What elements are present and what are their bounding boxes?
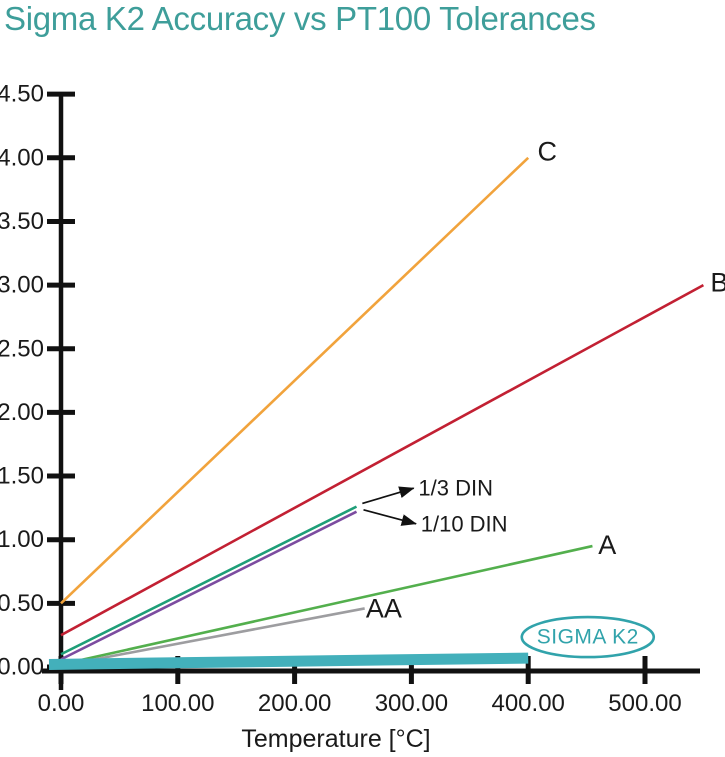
x-tick-label: 300.00 — [375, 690, 448, 717]
line-label-aa: AA — [366, 593, 402, 623]
callout-arrow — [363, 508, 417, 526]
series-line-sigma-k2-band — [48, 652, 529, 670]
sigma-k2-badge-label: SIGMA K2 — [537, 626, 639, 649]
x-tick-label: 400.00 — [491, 690, 564, 717]
series-line-class-c — [60, 156, 530, 605]
sigma-k2-badge-outline — [520, 615, 656, 659]
y-tick-label: 0.00 — [0, 654, 44, 681]
series-line-class-aa — [60, 607, 365, 668]
series-line-one-third-din — [60, 505, 358, 656]
y-tick-label: 1.50 — [0, 463, 44, 490]
x-tick-label: 0.00 — [38, 690, 85, 717]
x-axis-title: Temperature [°C] — [241, 725, 430, 753]
y-tick-label: 4.00 — [0, 144, 44, 171]
x-tick-label: 100.00 — [141, 690, 214, 717]
callout-label: 1/3 DIN — [418, 476, 493, 501]
y-tick-label: 3.00 — [0, 272, 44, 299]
chart-title: Sigma K2 Accuracy vs PT100 Tolerances — [4, 0, 596, 37]
series-line-class-a — [60, 544, 593, 666]
line-label-a: A — [598, 530, 616, 560]
series-line-one-tenth-din — [60, 510, 358, 661]
line-label-c: C — [538, 136, 558, 166]
y-tick-label: 4.50 — [0, 81, 44, 108]
y-tick-label: 2.50 — [0, 335, 44, 362]
series-line-class-b — [60, 283, 705, 637]
y-tick-label: 2.00 — [0, 399, 44, 426]
y-tick-label: 0.50 — [0, 590, 44, 617]
callout-label: 1/10 DIN — [421, 511, 508, 536]
line-label-b: B — [710, 268, 725, 298]
callout-arrow — [362, 486, 415, 505]
x-tick-label: 500.00 — [608, 690, 681, 717]
y-tick-label: 3.50 — [0, 208, 44, 235]
y-tick-label: 1.00 — [0, 526, 44, 553]
x-tick-label: 200.00 — [258, 690, 331, 717]
